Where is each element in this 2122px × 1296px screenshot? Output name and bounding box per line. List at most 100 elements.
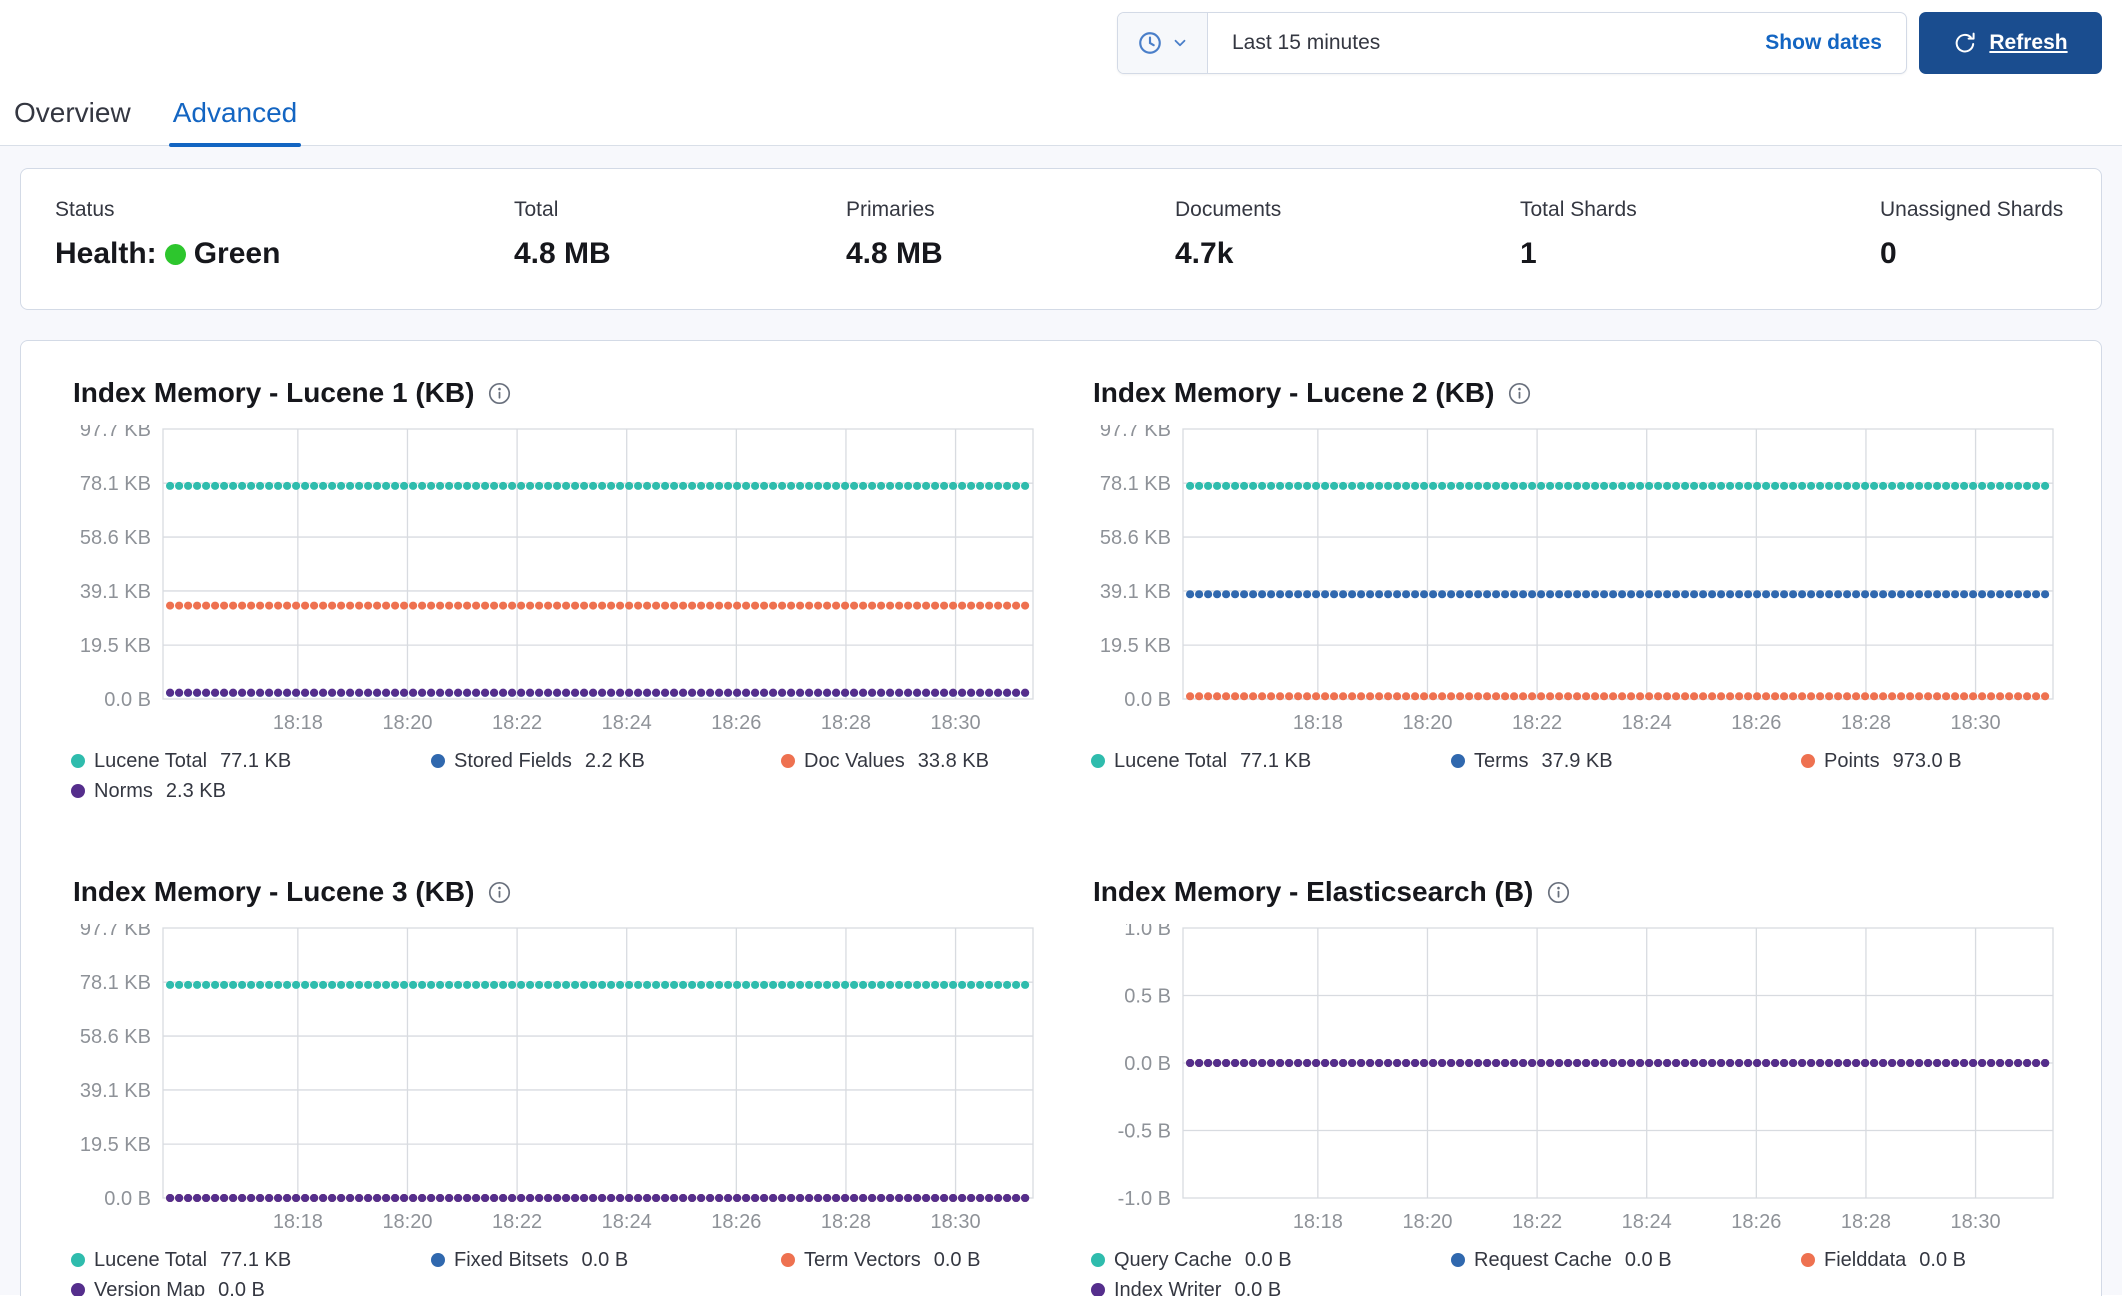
y-axis-tick-label: 19.5 KB [1100,635,1171,657]
legend-dot [1451,1253,1465,1267]
metric-value: 4.8 MB [846,237,943,270]
charts-panel: Index Memory - Lucene 1 (KB) 97.7 KB 78.1 … [20,340,2102,1296]
x-axis-tick-label: 18:28 [1841,712,1891,734]
chart-legend: Lucene Total 77.1 KB Terms 37.9 KB Points 973… [1083,748,2073,774]
legend-item-index-writer[interactable]: Index Writer 0.0 B [1091,1277,1451,1296]
y-axis-tick-label: 58.6 KB [1100,527,1171,549]
legend-series-value: 0.0 B [1919,1249,1966,1271]
chevron-down-icon [1174,39,1185,47]
tab-advanced[interactable]: Advanced [168,97,302,147]
legend-series-name: Lucene Total [94,1249,208,1271]
legend-item-version-map[interactable]: Version Map 0.0 B [71,1277,431,1296]
tab-overview[interactable]: Overview [14,97,131,128]
legend-series-value: 0.0 B [218,1279,265,1296]
legend-item-terms[interactable]: Terms 37.9 KB [1451,748,1801,774]
y-axis-tick-label: 97.7 KB [80,924,151,940]
info-icon[interactable] [1508,382,1531,405]
legend-dot [431,754,445,768]
legend-dot [431,1253,445,1267]
y-axis-tick-label: 58.6 KB [80,527,151,549]
x-axis-tick-label: 18:26 [711,712,761,734]
x-axis-tick-label: 18:20 [382,1211,432,1233]
metric-value: 0 [1880,237,1897,270]
chart-title: Index Memory - Elasticsearch (B) [1093,876,1534,907]
legend-series-name: Norms [94,780,153,802]
legend-dot [71,784,85,798]
chart-plot: 97.7 KB 78.1 KB 58.6 KB 39.1 KB 19.5 KB 0.0 B… [1100,419,2054,734]
legend-series-name: Version Map [94,1279,206,1296]
legend-series-value: 77.1 KB [1240,750,1312,772]
chart: Index Memory - Lucene 3 (KB) 97.7 KB 78.1 … [63,876,1053,1296]
legend-series-value: 0.0 B [581,1249,629,1271]
legend-item-term-vectors[interactable]: Term Vectors 0.0 B [781,1247,1053,1273]
legend-series-value: 2.2 KB [584,750,645,772]
metric-value: 1 [1520,237,1537,270]
info-icon[interactable] [488,382,511,405]
chart-title: Index Memory - Lucene 3 (KB) [73,876,475,907]
y-axis-tick-label: 78.1 KB [80,473,151,495]
summary-total: Total 4.8 MB [514,197,846,273]
time-picker-quick-menu-button[interactable] [1118,13,1208,73]
chart-legend: Lucene Total 77.1 KB Fixed Bitsets 0.0 B Ter… [63,1247,1053,1296]
x-axis-tick-label: 18:30 [1951,1211,2001,1233]
legend-series-value: 0.0 B [1234,1279,1282,1296]
y-axis-tick-label: 58.6 KB [80,1026,151,1048]
y-axis-tick-label: 0.0 B [1124,689,1171,711]
legend-series-value: 0.0 B [1624,1249,1672,1271]
legend-item-lucene-total[interactable]: Lucene Total 77.1 KB [71,1247,431,1273]
legend-item-points[interactable]: Points 973.0 B [1801,748,2073,774]
summary-status: Status Health: Green [55,197,514,273]
x-axis-tick-label: 18:22 [1512,1211,1562,1233]
charts-grid: Index Memory - Lucene 1 (KB) 97.7 KB 78.1 … [63,377,2059,1296]
chart-legend: Lucene Total 77.1 KB Stored Fields 2.2 KB Do… [63,748,1053,804]
legend-series-name: Terms [1474,750,1529,772]
tabs-row: Overview Advanced [0,82,2122,147]
legend-series-name: Points [1824,750,1880,772]
legend-series-value: 77.1 KB [220,750,292,772]
legend-item-lucene-total[interactable]: Lucene Total 77.1 KB [71,748,431,774]
chart-title: Index Memory - Lucene 2 (KB) [1093,377,1495,408]
legend-dot [71,1253,85,1267]
legend-series-name: Index Writer [1114,1279,1222,1296]
legend-item-fielddata[interactable]: Fielddata 0.0 B [1801,1247,2073,1273]
legend-item-stored-fields[interactable]: Stored Fields 2.2 KB [431,748,781,774]
metric-label: Documents [1175,198,1282,221]
legend-dot [1451,754,1465,768]
legend-dot [1801,1253,1815,1267]
x-axis-tick-label: 18:30 [931,1211,981,1233]
legend-item-doc-values[interactable]: Doc Values 33.8 KB [781,748,1053,774]
legend-item-request-cache[interactable]: Request Cache 0.0 B [1451,1247,1801,1273]
chart: Index Memory - Lucene 1 (KB) 97.7 KB 78.1 … [63,377,1053,804]
info-icon[interactable] [488,881,511,904]
x-axis-tick-label: 18:18 [273,1211,323,1233]
health-prefix: Health: [55,237,157,270]
legend-series-value: 0.0 B [933,1249,981,1271]
info-icon[interactable] [1547,881,1570,904]
legend-item-lucene-total[interactable]: Lucene Total 77.1 KB [1091,748,1451,774]
legend-series-value: 77.1 KB [220,1249,292,1271]
metric-label: Total [514,198,559,221]
x-axis-tick-label: 18:30 [931,712,981,734]
legend-item-query-cache[interactable]: Query Cache 0.0 B [1091,1247,1451,1273]
legend-series-name: Stored Fields [454,750,572,772]
x-axis-tick-label: 18:26 [1731,712,1781,734]
legend-item-norms[interactable]: Norms 2.3 KB [71,778,431,804]
y-axis-tick-label: 78.1 KB [1100,473,1171,495]
x-axis-tick-label: 18:28 [1841,1211,1891,1233]
legend-series-value: 37.9 KB [1541,750,1613,772]
show-dates-link[interactable]: Show dates [1765,31,1882,54]
time-range-display[interactable]: Last 15 minutes Show dates [1208,13,1906,73]
refresh-button[interactable]: Refresh [1919,12,2102,74]
legend-item-fixed-bitsets[interactable]: Fixed Bitsets 0.0 B [431,1247,781,1273]
x-axis-tick-label: 18:24 [602,712,652,734]
y-axis-tick-label: 19.5 KB [80,1134,151,1156]
legend-series-name: Request Cache [1474,1249,1612,1271]
chart-plot: 97.7 KB 78.1 KB 58.6 KB 39.1 KB 19.5 KB 0.0 B… [80,419,1034,734]
main-content: Status Health: Green Total 4.8 MB Primar… [0,146,2122,1296]
metric-label: Unassigned Shards [1880,198,2064,221]
legend-series-name: Fixed Bitsets [454,1249,569,1271]
x-axis-tick-label: 18:20 [382,712,432,734]
legend-series-value: 33.8 KB [917,750,989,772]
health-value: Health: Green [55,235,514,273]
chart-plot: 1.0 B 0.5 B 0.0 B -0.5 B -1.0 B 18:18 18:20 18:… [1118,918,2054,1233]
